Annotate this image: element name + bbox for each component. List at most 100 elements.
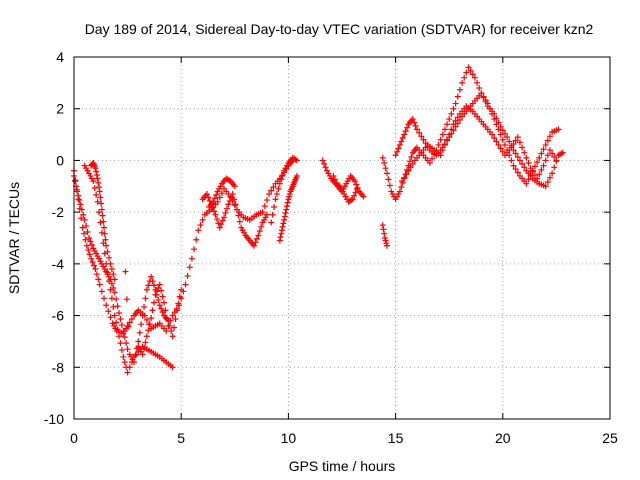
data-point (454, 93, 461, 100)
data-point (512, 150, 519, 157)
data-point (101, 224, 108, 231)
data-point (203, 191, 210, 198)
data-point (469, 71, 476, 78)
data-point (546, 133, 553, 140)
data-point (235, 212, 242, 219)
track-9 (276, 172, 300, 244)
data-point (118, 347, 125, 354)
data-point (124, 346, 131, 353)
y-tick-label: -10 (44, 411, 64, 427)
data-point (521, 149, 528, 156)
data-point (74, 188, 81, 195)
data-point (131, 359, 138, 366)
data-point (80, 211, 87, 218)
data-point (172, 316, 179, 323)
data-point (516, 139, 523, 146)
data-point (559, 149, 566, 156)
data-point (75, 192, 82, 199)
track-1 (71, 172, 131, 353)
x-tick-label: 10 (281, 430, 297, 446)
data-point (231, 196, 238, 203)
data-point (409, 160, 416, 167)
data-point (111, 289, 118, 296)
data-point (476, 85, 483, 92)
data-point (191, 246, 198, 253)
data-point (521, 164, 528, 171)
data-point (123, 340, 130, 347)
data-point (549, 170, 556, 177)
data-point (401, 131, 408, 138)
data-point (125, 323, 132, 330)
data-point (213, 191, 220, 198)
data-point (491, 135, 498, 142)
data-point (353, 181, 360, 188)
data-point (120, 328, 127, 335)
data-point (504, 134, 511, 141)
data-point (218, 190, 225, 197)
data-point (90, 178, 97, 185)
data-point (118, 322, 125, 329)
data-point (529, 168, 536, 175)
data-point (452, 100, 459, 107)
data-point (437, 136, 444, 143)
data-point (506, 138, 513, 145)
data-point (100, 218, 107, 225)
data-point (381, 160, 388, 167)
data-point (256, 228, 263, 235)
data-point (97, 219, 104, 226)
x-axis-label: GPS time / hours (289, 458, 396, 474)
data-point (516, 157, 523, 164)
data-point (408, 153, 415, 160)
data-point (349, 196, 356, 203)
data-point (111, 312, 118, 319)
data-point (113, 296, 120, 303)
data-point (85, 247, 92, 254)
data-point (546, 147, 553, 154)
data-point (386, 182, 393, 189)
data-point (429, 155, 436, 162)
data-point (231, 183, 238, 190)
data-point (395, 145, 402, 152)
x-tick-label: 25 (602, 430, 618, 446)
data-point (175, 300, 182, 307)
data-point (139, 312, 146, 319)
data-point (108, 295, 115, 302)
data-point (519, 144, 526, 151)
data-point (91, 185, 98, 192)
data-point (354, 185, 361, 192)
data-point (351, 178, 358, 185)
data-point (79, 224, 86, 231)
data-point (333, 179, 340, 186)
data-point (93, 172, 100, 179)
data-point (162, 307, 169, 314)
data-point (523, 154, 530, 161)
data-point (360, 193, 367, 200)
data-point (141, 345, 148, 352)
data-point (396, 141, 403, 148)
data-point (148, 273, 155, 280)
data-point (122, 268, 129, 275)
data-point (182, 281, 189, 288)
data-point (93, 168, 100, 175)
data-point (399, 135, 406, 142)
data-point (97, 194, 104, 201)
x-tick-label: 5 (177, 430, 185, 446)
data-point (169, 364, 176, 371)
data-point (279, 172, 286, 179)
data-point (489, 110, 496, 117)
data-point (459, 79, 466, 86)
data-point (540, 162, 547, 169)
data-point (416, 129, 423, 136)
data-point (197, 222, 204, 229)
data-point (268, 187, 275, 194)
data-point (261, 203, 268, 210)
data-point (151, 282, 158, 289)
data-point (171, 324, 178, 331)
track-15 (399, 103, 560, 185)
data-point (284, 199, 291, 206)
data-point (271, 203, 278, 210)
data-point (106, 254, 113, 261)
data-point (536, 171, 543, 178)
data-point (446, 116, 453, 123)
